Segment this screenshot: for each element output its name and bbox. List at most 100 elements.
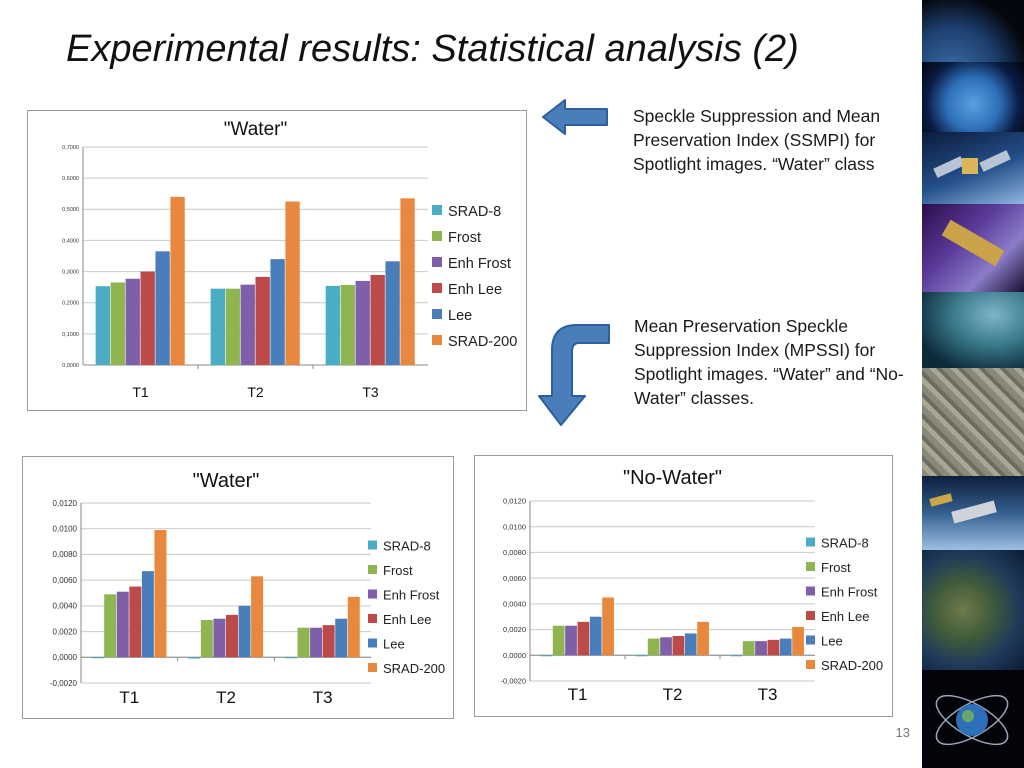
x-category-label: T2 [216,688,236,707]
y-tick-label: 0,0000 [62,363,79,369]
x-category-label: T2 [247,384,264,400]
legend-swatch-lee [432,309,442,319]
chart-title: "No-Water" [623,467,722,489]
legend-swatch-enh-lee [806,611,815,620]
x-category-label: T1 [568,685,588,704]
bar-enh-lee-t2 [255,276,270,365]
bar-srad-8-t3 [730,655,743,657]
legend-label-frost: Frost [821,560,851,575]
legend-swatch-srad-8 [368,540,377,550]
bar-srad-8-t1 [95,286,110,365]
legend-swatch-enh-frost [368,589,377,599]
chart-mpssi-water-frame: "Water" -0,0020 0,0000 0,0020 0,0040 0,0060 0,… [22,456,454,719]
y-tick-label: 0,0120 [53,499,78,508]
chart-mpssi-nowater-frame: "No-Water" -0,0020 0,0000 0,0020 0,0040 0,006… [474,455,893,717]
x-category-label: T2 [663,685,683,704]
legend-swatch-lee [806,635,815,645]
bar-srad-200-t3 [347,596,360,658]
x-category-label: T3 [362,384,379,400]
bar-frost-t2 [200,620,213,658]
legend-swatch-srad-8 [432,205,442,215]
y-tick-label: 0,0080 [53,550,78,559]
bar-enh-lee-t2 [226,614,238,658]
bar-srad-8-t2 [210,288,225,365]
legend-swatch-srad-200 [432,335,442,345]
photo-strip [922,0,1024,768]
y-tick-label: 0,6000 [62,176,79,182]
y-tick-label: 0,0060 [53,576,78,585]
x-category-label: T3 [758,685,778,704]
bar-enh-lee-t3 [370,274,385,365]
satellite-glyph-icon [933,150,1011,178]
legend-swatch-srad-200 [806,660,815,669]
orbit-glyph-icon [935,694,1009,746]
bar-lee-t3 [385,261,400,365]
y-tick-label: 0,0040 [53,602,78,611]
bar-enh-lee-t1 [577,621,590,656]
solar-panel-satellite-photo [922,204,1024,292]
italy-satellite-photo [922,550,1024,670]
bar-srad-200-t1 [170,196,185,365]
bar-frost-t1 [110,282,125,365]
left-arrow-icon [542,99,608,135]
chart-title: "Water" [193,470,260,492]
bar-srad-8-t1 [540,655,553,657]
satellite-photo [922,132,1024,204]
solar-panel-glyph-icon [941,219,1005,267]
y-tick-label: 0,0020 [53,627,78,636]
legend-label-enh-lee: Enh Lee [821,609,869,624]
legend-label-frost: Frost [383,563,413,578]
y-tick-label: 0,5000 [62,207,79,213]
earth-horizon-photo [922,292,1024,368]
y-tick-label: 0,0080 [503,548,526,557]
bar-enh-frost-t1 [116,591,129,658]
space-station-photo [922,476,1024,550]
caption-mpssi: Mean Preservation Speckle Suppression In… [634,316,904,408]
bar-srad-200-t2 [697,621,709,656]
bar-frost-t1 [552,625,565,656]
bar-lee-t1 [589,616,602,656]
bar-enh-lee-t3 [767,639,780,656]
bar-srad-200-t3 [400,198,415,365]
bar-enh-frost-t2 [240,284,255,365]
bar-lee-t2 [270,259,285,365]
bar-frost-t1 [104,594,117,658]
y-tick-label: 0,4000 [62,238,79,244]
bar-enh-lee-t1 [140,271,155,365]
bar-lee-t1 [141,571,154,658]
bar-srad-8-t3 [325,285,340,365]
slide-title: Experimental results: Statistical analys… [66,28,799,70]
y-tick-label: 0,0040 [503,599,526,608]
legend-swatch-enh-lee [432,283,442,293]
y-tick-label: 0,0000 [53,653,78,662]
legend-swatch-frost [806,562,815,571]
bar-srad-8-t3 [284,657,297,659]
bar-frost-t3 [742,641,755,656]
bar-lee-t3 [335,618,348,658]
station-glyph-icon [929,493,997,524]
y-tick-label: -0,0020 [501,677,526,686]
legend-swatch-enh-lee [368,614,377,623]
legend-label-enh-lee: Enh Lee [448,282,502,298]
aerial-city-photo [922,368,1024,476]
bar-lee-t3 [779,638,792,656]
caption-ssmpi: Speckle Suppression and Mean Preservatio… [633,106,881,174]
y-tick-label: 0,7000 [62,145,79,151]
bar-lee-t1 [155,251,170,365]
legend-swatch-lee [368,638,377,648]
y-tick-label: 0,0020 [503,625,526,634]
bar-srad-8-t1 [91,657,104,659]
bar-srad-8-t2 [635,655,648,657]
bar-lee-t2 [238,605,251,658]
legend-label-lee: Lee [821,633,843,648]
curved-down-arrow-icon [538,324,610,426]
legend-label-srad-8: SRAD-8 [383,538,431,553]
y-tick-label: 0,0100 [503,522,526,531]
legend-swatch-srad-200 [368,663,377,672]
legend-swatch-enh-frost [806,586,815,596]
left-arrow-shape [542,99,608,135]
bar-enh-lee-t1 [129,586,142,658]
legend-label-srad-8: SRAD-8 [821,535,869,550]
bar-lee-t2 [684,633,697,656]
legend-label-lee: Lee [383,636,405,651]
